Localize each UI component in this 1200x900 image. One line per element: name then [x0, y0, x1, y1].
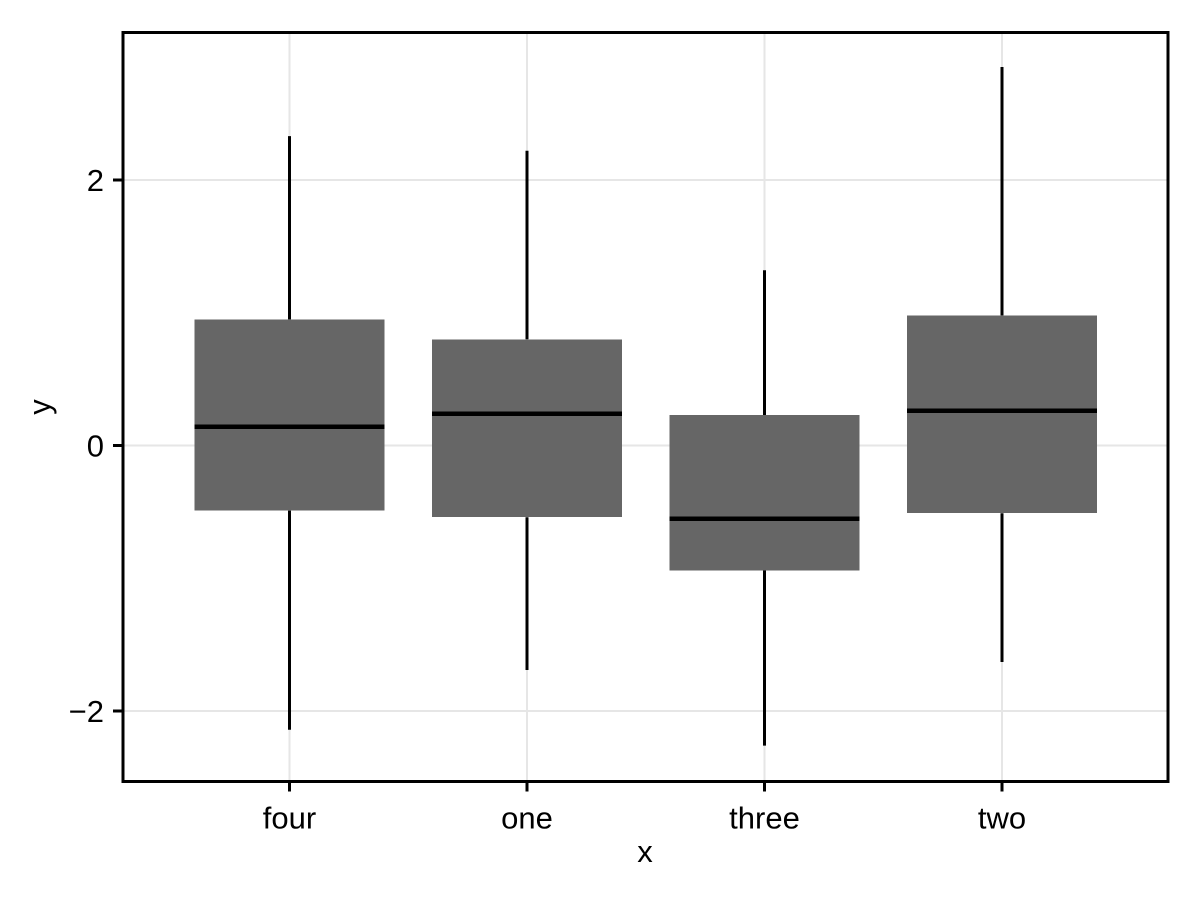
- axes-layer: 2 0 −2 four one three two: [69, 31, 1170, 836]
- x-axis-title: x: [637, 834, 653, 869]
- x-tick-label: three: [729, 801, 800, 836]
- x-tick-label: four: [263, 801, 316, 836]
- x-tick-label: one: [501, 801, 553, 836]
- iqr-box: [907, 315, 1097, 514]
- y-tick-label: −2: [69, 694, 104, 729]
- iqr-box: [194, 319, 385, 511]
- iqr-box: [669, 414, 860, 571]
- iqr-box: [432, 339, 622, 518]
- y-tick-label: 0: [87, 429, 104, 464]
- panel-border: [121, 31, 1170, 783]
- y-tick-label: 2: [87, 163, 104, 198]
- boxes-layer: [194, 67, 1097, 746]
- y-axis-title: y: [22, 399, 57, 415]
- x-tick-label: two: [978, 801, 1026, 836]
